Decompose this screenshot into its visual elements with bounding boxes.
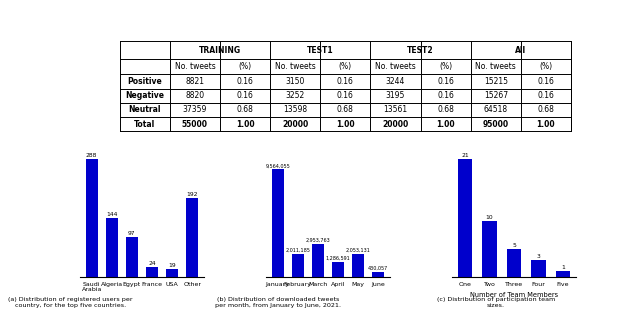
Text: 97: 97 [128,231,136,236]
Text: 2,953,763: 2,953,763 [305,238,330,243]
Text: 2,011,185: 2,011,185 [285,248,310,253]
Text: 0.16: 0.16 [437,91,454,100]
Text: Positive: Positive [127,77,162,86]
Text: (a) Distribution of registered users per
country, for the top five countries.: (a) Distribution of registered users per… [8,297,132,308]
Text: 3: 3 [536,254,540,259]
Text: No. tweets: No. tweets [375,62,416,71]
Bar [186,198,198,277]
Text: Neutral: Neutral [129,105,161,114]
Bar [146,267,158,277]
Bar [106,218,118,277]
Text: 1.00: 1.00 [236,119,254,128]
Bar [372,272,385,277]
Bar [126,237,138,277]
Text: Total: Total [134,119,156,128]
Text: No. tweets: No. tweets [476,62,516,71]
Text: (%): (%) [540,62,552,71]
Text: 0.16: 0.16 [337,77,354,86]
Text: 1: 1 [561,265,565,270]
Bar [271,169,284,277]
Bar [352,254,364,277]
Text: (%): (%) [439,62,452,71]
Text: 19: 19 [168,263,176,268]
Text: TEST1: TEST1 [307,46,333,55]
Text: 55000: 55000 [182,119,208,128]
Text: (%): (%) [339,62,352,71]
Bar [332,262,344,277]
Text: No. tweets: No. tweets [175,62,215,71]
Bar [312,244,324,277]
Text: 15267: 15267 [484,91,508,100]
Text: (b) Distribution of downloaded tweets
per month, from January to June, 2021.: (b) Distribution of downloaded tweets pe… [216,297,341,308]
Text: Negative: Negative [125,91,164,100]
Text: 1.00: 1.00 [436,119,455,128]
Text: 3195: 3195 [386,91,405,100]
Text: 1,286,591: 1,286,591 [326,256,351,261]
Text: 1.00: 1.00 [336,119,355,128]
Text: 21: 21 [461,153,469,158]
Text: 10: 10 [486,215,493,220]
Text: 0.68: 0.68 [437,105,454,114]
Text: 430,057: 430,057 [368,266,388,271]
Text: 24: 24 [148,261,156,266]
Bar [292,254,304,277]
Bar [86,159,98,277]
X-axis label: Number of Team Members: Number of Team Members [470,292,558,298]
Text: 20000: 20000 [282,119,308,128]
Text: 0.16: 0.16 [437,77,454,86]
Bar [482,221,497,277]
Text: 95000: 95000 [483,119,509,128]
Text: 20000: 20000 [382,119,408,128]
Text: 0.68: 0.68 [538,105,554,114]
Text: 0.16: 0.16 [237,77,253,86]
Text: 3244: 3244 [386,77,405,86]
Text: 2,053,131: 2,053,131 [346,248,371,253]
Bar [458,159,472,277]
Bar [507,249,522,277]
Text: 192: 192 [187,192,198,197]
Text: 0.16: 0.16 [538,91,554,100]
Text: 13561: 13561 [383,105,408,114]
Text: 5: 5 [512,243,516,248]
Text: 64518: 64518 [484,105,508,114]
Text: 37359: 37359 [182,105,207,114]
Text: 0.16: 0.16 [337,91,354,100]
Text: 8820: 8820 [186,91,204,100]
Text: No. tweets: No. tweets [275,62,316,71]
Text: 1.00: 1.00 [537,119,556,128]
Text: 0.16: 0.16 [237,91,253,100]
Text: 8821: 8821 [186,77,204,86]
Text: All: All [515,46,527,55]
Bar [166,269,178,277]
Text: 3150: 3150 [285,77,305,86]
Text: (c) Distribution of participation team
sizes.: (c) Distribution of participation team s… [437,297,555,308]
Text: 9,564,055: 9,564,055 [266,163,290,168]
Text: 288: 288 [86,153,97,158]
Text: 0.68: 0.68 [337,105,354,114]
Text: 144: 144 [106,212,118,217]
Text: TEST2: TEST2 [407,46,434,55]
Text: 3252: 3252 [285,91,305,100]
Text: 15215: 15215 [484,77,508,86]
Text: TRAINING: TRAINING [199,46,241,55]
Text: 13598: 13598 [283,105,307,114]
Text: 0.68: 0.68 [237,105,253,114]
Bar [531,260,546,277]
Text: (%): (%) [239,62,252,71]
Bar [556,271,570,277]
Text: 0.16: 0.16 [538,77,554,86]
